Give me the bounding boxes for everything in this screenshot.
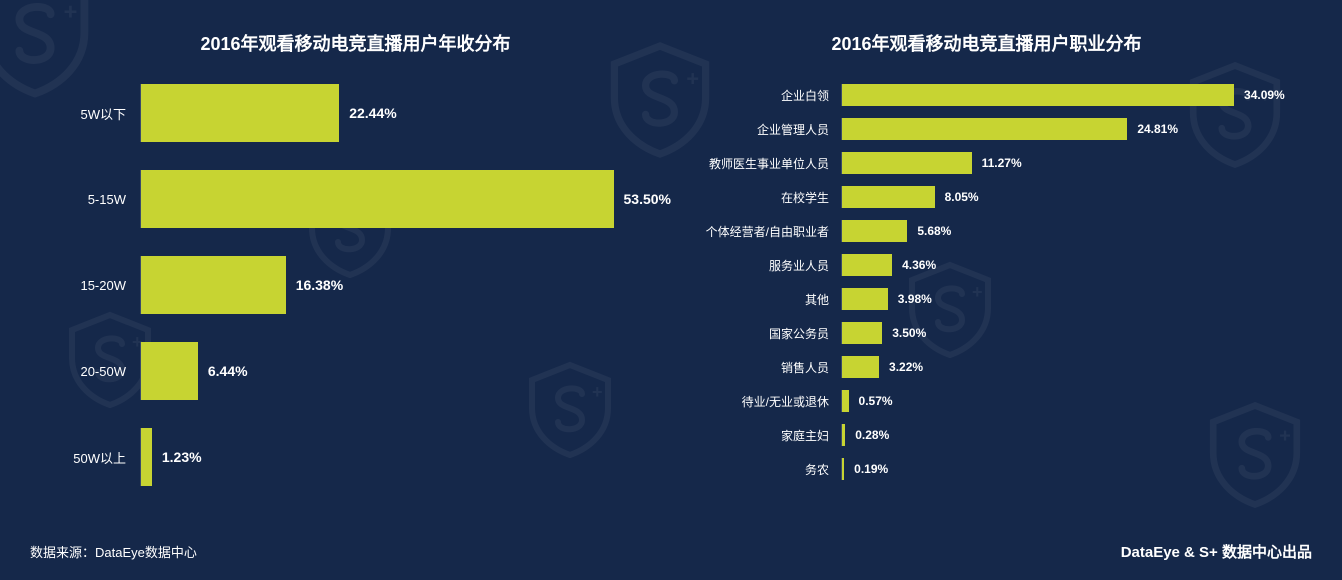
bar-value: 6.44% bbox=[208, 363, 248, 379]
bar-row: 50W以上 1.23% bbox=[40, 428, 671, 486]
bar-track: 6.44% bbox=[140, 342, 671, 400]
bar-track: 0.19% bbox=[841, 458, 1302, 480]
bar-row: 5W以下 22.44% bbox=[40, 84, 671, 142]
bar-fill bbox=[842, 288, 888, 310]
bar-value: 4.36% bbox=[902, 258, 936, 272]
bar-row: 5-15W 53.50% bbox=[40, 170, 671, 228]
bar-value: 5.68% bbox=[917, 224, 951, 238]
bar-label: 5W以下 bbox=[40, 104, 140, 123]
bar-label: 15-20W bbox=[40, 278, 140, 293]
bar-track: 3.98% bbox=[841, 288, 1302, 310]
bar-label: 20-50W bbox=[40, 364, 140, 379]
occupation-chart-panel: 2016年观看移动电竞直播用户职业分布 企业白领 34.09% 企业管理人员 24.8… bbox=[671, 30, 1302, 520]
bar-label: 其他 bbox=[671, 291, 841, 308]
bar-row: 教师医生事业单位人员 11.27% bbox=[671, 152, 1302, 174]
bar-track: 3.50% bbox=[841, 322, 1302, 344]
bar-track: 0.28% bbox=[841, 424, 1302, 446]
bar-value: 3.50% bbox=[892, 326, 926, 340]
bar-row: 企业管理人员 24.81% bbox=[671, 118, 1302, 140]
bar-track: 53.50% bbox=[140, 170, 671, 228]
bar-row: 15-20W 16.38% bbox=[40, 256, 671, 314]
bar-label: 服务业人员 bbox=[671, 257, 841, 274]
bar-label: 5-15W bbox=[40, 192, 140, 207]
bar-track: 22.44% bbox=[140, 84, 671, 142]
bar-track: 34.09% bbox=[841, 84, 1302, 106]
bar-value: 8.05% bbox=[945, 190, 979, 204]
occupation-chart-title: 2016年观看移动电竞直播用户职业分布 bbox=[671, 30, 1302, 56]
bar-row: 在校学生 8.05% bbox=[671, 186, 1302, 208]
bar-track: 0.57% bbox=[841, 390, 1302, 412]
bar-row: 服务业人员 4.36% bbox=[671, 254, 1302, 276]
bar-row: 其他 3.98% bbox=[671, 288, 1302, 310]
bar-fill bbox=[141, 342, 198, 400]
bar-row: 企业白领 34.09% bbox=[671, 84, 1302, 106]
bar-row: 个体经营者/自由职业者 5.68% bbox=[671, 220, 1302, 242]
bar-fill bbox=[141, 170, 614, 228]
bar-fill bbox=[842, 152, 972, 174]
bar-value: 0.19% bbox=[854, 462, 888, 476]
bar-track: 8.05% bbox=[841, 186, 1302, 208]
bar-value: 1.23% bbox=[162, 449, 202, 465]
bar-track: 1.23% bbox=[140, 428, 671, 486]
bar-fill bbox=[141, 256, 286, 314]
footer: 数据来源：DataEye数据中心 DataEye & S+ 数据中心出品 bbox=[30, 541, 1312, 562]
bar-value: 53.50% bbox=[624, 191, 671, 207]
bar-row: 待业/无业或退休 0.57% bbox=[671, 390, 1302, 412]
bar-row: 国家公务员 3.50% bbox=[671, 322, 1302, 344]
bar-label: 企业白领 bbox=[671, 87, 841, 104]
bar-fill bbox=[842, 424, 845, 446]
bar-fill bbox=[842, 186, 935, 208]
bar-label: 个体经营者/自由职业者 bbox=[671, 223, 841, 240]
bar-row: 销售人员 3.22% bbox=[671, 356, 1302, 378]
bar-label: 在校学生 bbox=[671, 189, 841, 206]
bar-label: 企业管理人员 bbox=[671, 121, 841, 138]
income-chart-title: 2016年观看移动电竞直播用户年收分布 bbox=[40, 30, 671, 56]
bar-fill bbox=[141, 84, 339, 142]
bar-value: 34.09% bbox=[1244, 88, 1285, 102]
bar-fill bbox=[842, 458, 844, 480]
bar-fill bbox=[842, 322, 882, 344]
bar-track: 5.68% bbox=[841, 220, 1302, 242]
bar-track: 4.36% bbox=[841, 254, 1302, 276]
income-chart-body: 5W以下 22.44% 5-15W 53.50% 15-20W 16.38% 20-50W 6… bbox=[40, 84, 671, 520]
footer-source: 数据来源：DataEye数据中心 bbox=[30, 542, 197, 561]
bar-track: 16.38% bbox=[140, 256, 671, 314]
bar-fill bbox=[842, 356, 879, 378]
footer-brand: DataEye & S+ 数据中心出品 bbox=[1121, 541, 1312, 562]
occupation-chart-body: 企业白领 34.09% 企业管理人员 24.81% 教师医生事业单位人员 11.27% 在校… bbox=[671, 84, 1302, 520]
bar-track: 11.27% bbox=[841, 152, 1302, 174]
bar-fill bbox=[842, 84, 1234, 106]
bar-value: 3.98% bbox=[898, 292, 932, 306]
bar-label: 销售人员 bbox=[671, 359, 841, 376]
bar-row: 家庭主妇 0.28% bbox=[671, 424, 1302, 446]
bar-value: 11.27% bbox=[982, 156, 1022, 170]
bar-label: 国家公务员 bbox=[671, 325, 841, 342]
bar-track: 3.22% bbox=[841, 356, 1302, 378]
bar-label: 家庭主妇 bbox=[671, 427, 841, 444]
bar-value: 22.44% bbox=[349, 105, 396, 121]
bar-value: 3.22% bbox=[889, 360, 923, 374]
bar-value: 0.57% bbox=[859, 394, 893, 408]
bar-row: 务农 0.19% bbox=[671, 458, 1302, 480]
bar-row: 20-50W 6.44% bbox=[40, 342, 671, 400]
bar-fill bbox=[842, 390, 849, 412]
bar-label: 务农 bbox=[671, 461, 841, 478]
bar-label: 50W以上 bbox=[40, 448, 140, 467]
income-chart-panel: 2016年观看移动电竞直播用户年收分布 5W以下 22.44% 5-15W 53.50… bbox=[40, 30, 671, 520]
bar-fill bbox=[842, 220, 907, 242]
bar-label: 待业/无业或退休 bbox=[671, 393, 841, 410]
bar-value: 24.81% bbox=[1137, 122, 1178, 136]
bar-value: 0.28% bbox=[855, 428, 889, 442]
bar-label: 教师医生事业单位人员 bbox=[671, 155, 841, 172]
bar-fill bbox=[141, 428, 152, 486]
bar-fill bbox=[842, 254, 892, 276]
bar-fill bbox=[842, 118, 1127, 140]
bar-value: 16.38% bbox=[296, 277, 343, 293]
bar-track: 24.81% bbox=[841, 118, 1302, 140]
